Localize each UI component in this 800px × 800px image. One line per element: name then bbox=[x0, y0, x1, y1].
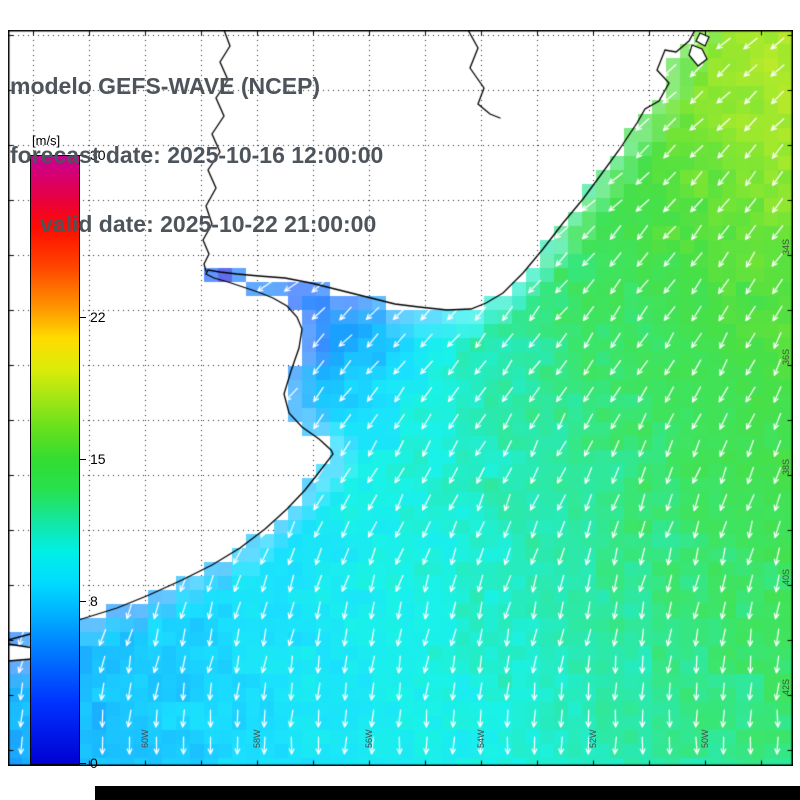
colorbar-tick-8: 8 bbox=[90, 592, 98, 609]
colorbar-tick-0: 0 bbox=[90, 755, 98, 771]
map-canvas bbox=[8, 30, 793, 766]
model-title: modelo GEFS-WAVE (NCEP) bbox=[10, 73, 321, 99]
colorbar-unit-label: [m/s] bbox=[32, 133, 61, 148]
colorbar-tick-mark bbox=[80, 155, 86, 156]
colorbar-tick-15: 15 bbox=[90, 451, 106, 467]
colorbar-tick-30: 30 bbox=[90, 147, 106, 163]
plot-header: modelo GEFS-WAVE (NCEP) forecast date: 2… bbox=[10, 29, 383, 282]
valid-date-line: valid date: 2025-10-22 21:00:00 bbox=[40, 211, 377, 237]
colorbar-tick-mark bbox=[80, 459, 86, 460]
colorbar-tick-22: 22 bbox=[90, 309, 106, 326]
colorbar-tick-mark bbox=[80, 763, 86, 764]
colorbar-tick-mark bbox=[80, 317, 86, 319]
colorbar-tick-mark bbox=[80, 600, 86, 602]
forecast-date-line: forecast date: 2025-10-16 12:00:00 bbox=[10, 142, 384, 168]
colorbar-gradient bbox=[30, 155, 80, 765]
bottom-bar bbox=[95, 786, 800, 800]
